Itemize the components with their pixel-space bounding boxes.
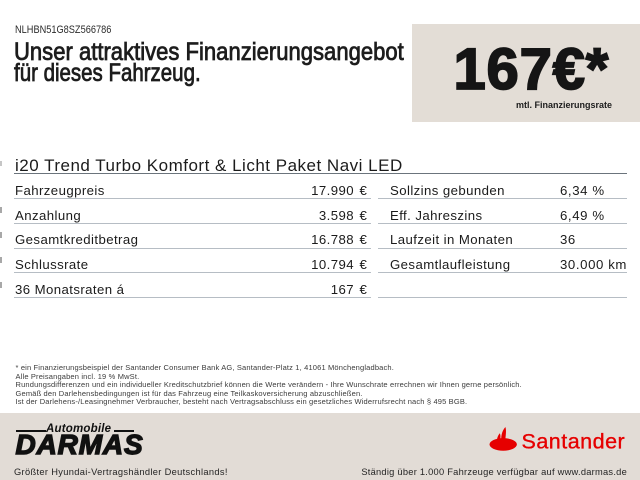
svg-text:Santander: Santander (522, 430, 626, 454)
